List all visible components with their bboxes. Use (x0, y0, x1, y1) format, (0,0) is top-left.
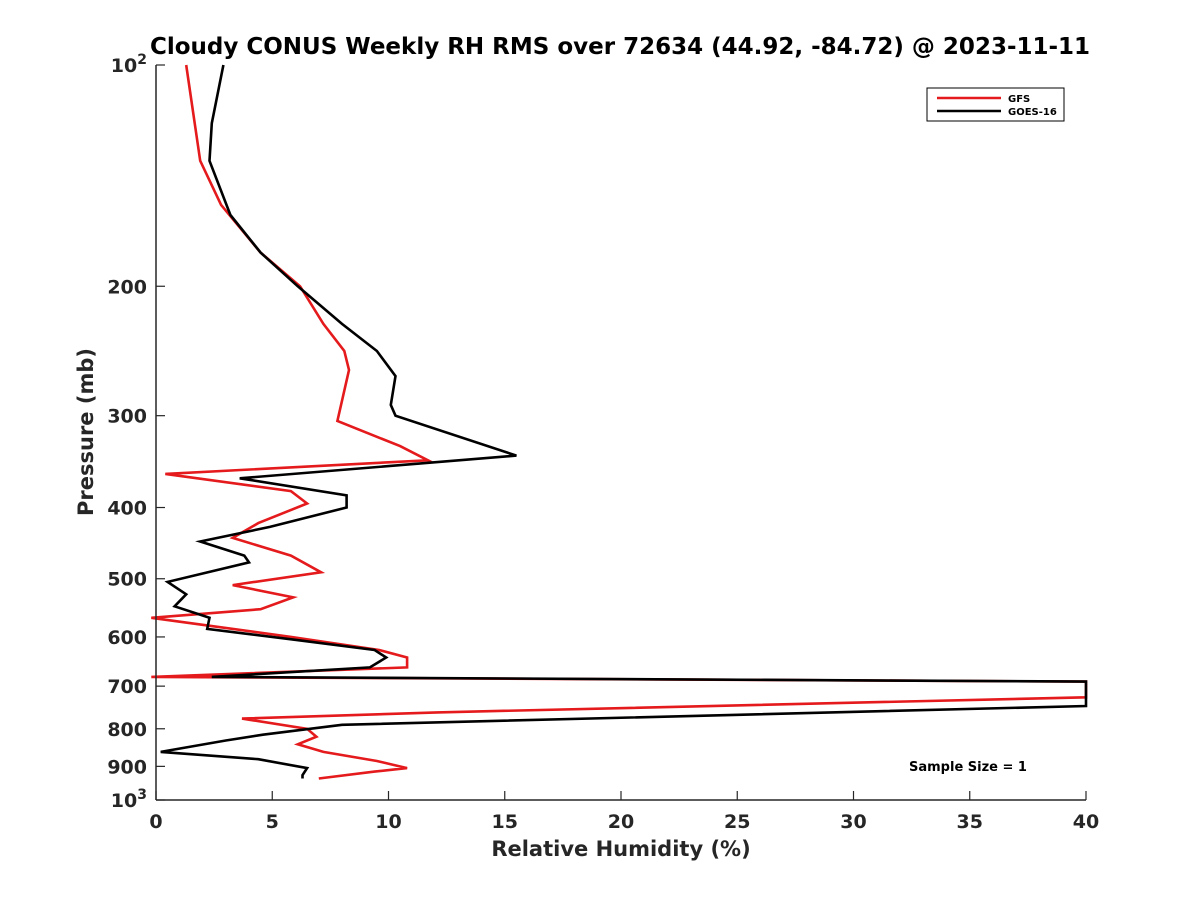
x-tick-label: 10 (375, 811, 401, 833)
x-tick-label: 5 (266, 811, 279, 833)
legend-box (926, 87, 1065, 122)
chart-title: Cloudy CONUS Weekly RH RMS over 72634 (4… (150, 34, 1090, 60)
x-tick-label: 30 (840, 811, 866, 833)
y-tick-label: 600 (107, 627, 147, 649)
x-tick-label: 15 (492, 811, 518, 833)
legend-label-0: GFS (1008, 94, 1030, 105)
y-tick-label: 300 (107, 406, 147, 428)
series-layer (151, 64, 1088, 780)
series-line-0 (151, 64, 1088, 780)
x-tick-label: 35 (957, 811, 983, 833)
y-tick-label: 103 (111, 787, 147, 812)
x-tick-label: 20 (608, 811, 634, 833)
sample-size-annotation: Sample Size = 1 (909, 760, 1027, 775)
axes-layer: 0 5 10 15 20 25 30 35 40 102 200 300 400 500 600 700 800… (107, 52, 1099, 833)
y-axis-label: Pressure (mb) (74, 348, 98, 516)
y-tick-label: 200 (107, 276, 147, 298)
legend-label-1: GOES-16 (1008, 107, 1057, 118)
series-line-1 (160, 64, 1088, 779)
y-tick-label: 900 (107, 756, 147, 778)
plot-area (156, 65, 1086, 800)
y-tick-label: 500 (107, 569, 147, 591)
y-tick-label: 800 (107, 719, 147, 741)
x-tick-label: 0 (149, 811, 162, 833)
y-tick-label: 102 (111, 52, 147, 77)
y-tick-label: 700 (107, 676, 147, 698)
x-tick-label: 25 (724, 811, 750, 833)
x-axis-label: Relative Humidity (%) (491, 837, 750, 861)
legend: GFS GOES-16 (926, 87, 1065, 122)
y-tick-label: 400 (107, 498, 147, 520)
x-tick-label: 40 (1073, 811, 1099, 833)
